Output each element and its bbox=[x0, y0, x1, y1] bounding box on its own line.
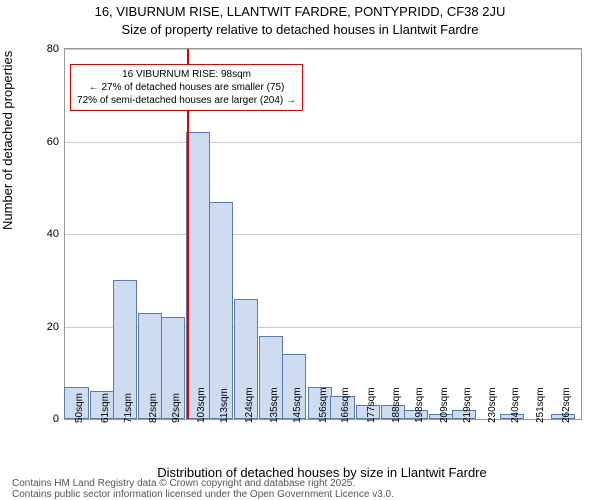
x-tick-label: 177sqm bbox=[366, 387, 377, 423]
x-tick-label: 240sqm bbox=[510, 387, 521, 423]
x-tick-label: 82sqm bbox=[148, 393, 159, 423]
chart-footer: Contains HM Land Registry data © Crown c… bbox=[12, 478, 588, 500]
chart-plot-area: 02040608050sqm61sqm71sqm82sqm92sqm103sqm… bbox=[64, 48, 582, 420]
x-tick-label: 113sqm bbox=[219, 388, 230, 423]
gridline bbox=[65, 49, 581, 50]
annotation-line: ← 27% of detached houses are smaller (75… bbox=[77, 81, 296, 94]
gridline bbox=[65, 234, 581, 235]
footer-line2: Contains public sector information licen… bbox=[12, 489, 588, 500]
x-tick-label: 50sqm bbox=[74, 393, 85, 423]
y-axis-label: Number of detached properties bbox=[0, 51, 15, 230]
x-tick-label: 156sqm bbox=[318, 387, 329, 423]
x-tick-label: 103sqm bbox=[196, 387, 207, 423]
gridline bbox=[65, 142, 581, 143]
annotation-line: 72% of semi-detached houses are larger (… bbox=[77, 94, 296, 107]
histogram-bar bbox=[209, 202, 233, 419]
x-tick-label: 92sqm bbox=[171, 393, 182, 423]
x-tick-label: 230sqm bbox=[487, 387, 498, 423]
x-tick-label: 188sqm bbox=[391, 387, 402, 423]
x-tick-label: 124sqm bbox=[244, 387, 255, 423]
y-tick-label: 60 bbox=[47, 136, 59, 148]
annotation-box: 16 VIBURNUM RISE: 98sqm← 27% of detached… bbox=[70, 64, 303, 111]
annotation-line: 16 VIBURNUM RISE: 98sqm bbox=[77, 68, 296, 81]
x-tick-label: 71sqm bbox=[123, 393, 134, 423]
x-tick-label: 262sqm bbox=[561, 387, 572, 423]
x-tick-label: 209sqm bbox=[439, 387, 450, 423]
x-tick-label: 145sqm bbox=[292, 387, 303, 423]
x-tick-label: 135sqm bbox=[269, 387, 280, 423]
y-tick-label: 0 bbox=[53, 413, 59, 425]
x-tick-label: 61sqm bbox=[100, 393, 111, 423]
x-tick-label: 166sqm bbox=[340, 387, 351, 423]
histogram-bar bbox=[186, 132, 210, 419]
footer-line1: Contains HM Land Registry data © Crown c… bbox=[12, 478, 588, 489]
y-tick-label: 20 bbox=[47, 321, 59, 333]
x-tick-label: 251sqm bbox=[535, 387, 546, 423]
x-tick-label: 219sqm bbox=[462, 387, 473, 423]
chart-title-sub: Size of property relative to detached ho… bbox=[0, 22, 600, 37]
x-tick-label: 198sqm bbox=[414, 387, 425, 423]
y-tick-label: 80 bbox=[47, 43, 59, 55]
y-tick-label: 40 bbox=[47, 228, 59, 240]
chart-title-main: 16, VIBURNUM RISE, LLANTWIT FARDRE, PONT… bbox=[0, 4, 600, 19]
